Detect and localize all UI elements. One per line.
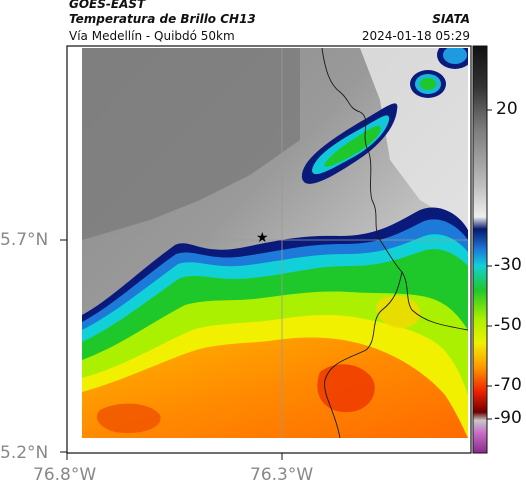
y-tick-label: 5.2°N [0, 443, 49, 463]
colorbar [472, 45, 488, 454]
location-star-icon: ★ [256, 230, 269, 246]
x-tick-label: 76.3°W [250, 465, 314, 485]
imagery [82, 48, 468, 438]
colorbar-tick-label: -30 [494, 255, 522, 275]
border-line [321, 48, 468, 331]
header-route: Vía Medellín - Quibdó 50km [69, 29, 235, 43]
colorbar-tick-label: -70 [494, 375, 522, 395]
x-tick-label: 76.8°W [33, 465, 97, 485]
header-product: Temperatura de Brillo CH13 [69, 12, 256, 26]
header-timestamp: 2024-01-18 05:29 [361, 29, 470, 43]
y-tick-label: 5.7°N [0, 230, 49, 250]
colorbar-tick-label: 20 [496, 99, 518, 119]
colorbar-tick-label: -50 [494, 315, 522, 335]
border-line-2 [324, 271, 403, 438]
colorbar-tick-label: -90 [494, 408, 522, 428]
header-satellite: GOES-EAST [69, 0, 146, 11]
header-source: SIATA [432, 12, 470, 26]
